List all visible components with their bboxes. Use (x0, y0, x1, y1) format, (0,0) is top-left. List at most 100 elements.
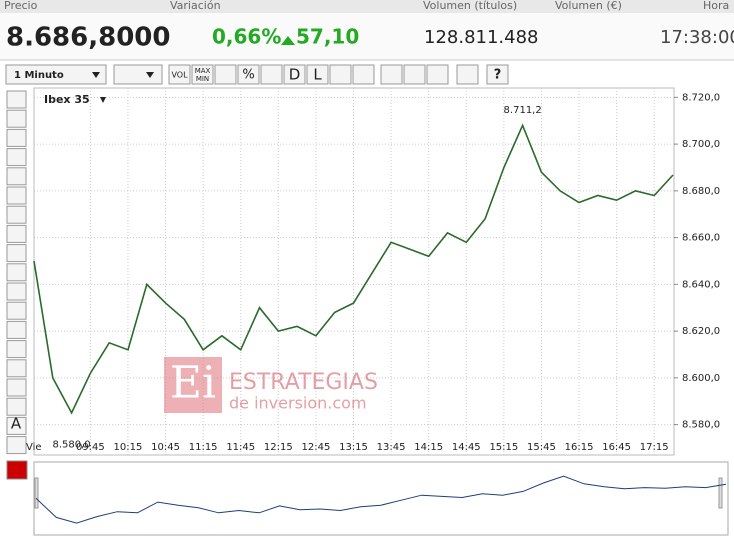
label: Volumen (€) (555, 0, 622, 12)
grid-button[interactable] (214, 64, 237, 85)
y-tick-label: 8.660,0 (682, 233, 720, 244)
tool-button[interactable] (6, 244, 27, 263)
x-tick-label: 14:45 (452, 442, 481, 453)
maxmin-button[interactable] (191, 64, 214, 85)
dropdown-arrow (100, 97, 106, 103)
y-tick-label: 8.700,0 (682, 139, 720, 150)
tool-button[interactable] (6, 320, 27, 339)
x-tick-label: 16:15 (565, 442, 594, 453)
day-label: Vie (26, 442, 42, 453)
text-tool: A (11, 415, 22, 433)
tool-button[interactable] (6, 416, 27, 435)
button-label: MAX (195, 67, 211, 75)
tool-button[interactable] (6, 301, 27, 320)
label: Hora (703, 0, 729, 12)
x-tick-label: 12:15 (264, 442, 293, 453)
x-tick-label: 13:15 (339, 442, 368, 453)
x-tick-label: 12:45 (301, 442, 330, 453)
button-label: D (289, 66, 301, 84)
x-tick-label: 14:15 (414, 442, 443, 453)
label: Volumen (títulos) (423, 0, 517, 12)
tool-button[interactable] (6, 167, 27, 186)
tool-button[interactable] (6, 282, 27, 301)
tool-button[interactable] (6, 436, 27, 455)
button-label: % (242, 68, 254, 83)
print-button[interactable] (456, 64, 479, 85)
x-tick-label: 11:15 (189, 442, 218, 453)
x-tick-label: 10:15 (114, 442, 143, 453)
d-button[interactable] (283, 64, 306, 85)
x-tick-label: 15:45 (527, 442, 556, 453)
tool-button[interactable] (6, 109, 27, 128)
watermark: Ei ESTRATEGIAS de inversion.com (164, 357, 378, 413)
button-label: L (313, 66, 322, 84)
interval-select[interactable] (5, 64, 107, 85)
button-label: ? (494, 68, 502, 83)
y-tick-label: 8.680,0 (682, 186, 720, 197)
x-tick-label: 15:15 (489, 442, 518, 453)
tool-button[interactable] (6, 128, 27, 147)
tool-button[interactable] (6, 148, 27, 167)
cursor-button[interactable] (352, 64, 375, 85)
y-tick-label: 8.620,0 (682, 326, 720, 337)
bars-button[interactable] (260, 64, 283, 85)
watermark-text: de inversion.com (229, 394, 367, 413)
nav-handle[interactable] (34, 477, 39, 509)
price-line (33, 123, 674, 415)
x-tick-label: 09:45 (76, 442, 105, 453)
tool-button[interactable] (6, 378, 27, 397)
change-pct: 0,66% (212, 25, 281, 49)
time: 17:38:00 (660, 27, 734, 48)
chart-title: Ibex 35 (44, 93, 90, 106)
navigator (33, 461, 729, 536)
zoom-in-button[interactable] (426, 64, 449, 85)
y-tick-label: 8.720,0 (682, 92, 720, 103)
l-button[interactable] (306, 64, 329, 85)
help-button[interactable] (486, 64, 509, 85)
tool-button[interactable] (6, 340, 27, 359)
change: 57,10 (296, 25, 359, 49)
vol-button[interactable] (168, 64, 191, 85)
dropdown-arrow (146, 72, 154, 78)
button-label: VOL (171, 71, 188, 80)
button-label: MIN (196, 75, 209, 83)
tool-button[interactable] (6, 224, 27, 243)
pct-button[interactable] (237, 64, 260, 85)
x-tick-label: 17:15 (640, 442, 669, 453)
tool-button[interactable] (6, 359, 27, 378)
logo: Ei (170, 358, 216, 409)
x-tick-label: 10:45 (151, 442, 180, 453)
logo-box (164, 357, 222, 413)
x-tick-label: 13:45 (377, 442, 406, 453)
interval: 1 Minuto (14, 70, 64, 81)
tool-button[interactable] (6, 397, 27, 416)
volume: 128.811.488 (424, 27, 539, 48)
up-arrow (281, 36, 295, 45)
crosshair-button[interactable] (329, 64, 352, 85)
quote-bar (0, 13, 734, 60)
tool-button[interactable] (6, 186, 27, 205)
y-tick-label: 8.640,0 (682, 279, 720, 290)
zoom-out-button[interactable] (403, 64, 426, 85)
side-toolbar (6, 90, 27, 455)
navigator-line (35, 475, 727, 524)
price: 8.686,8000 (6, 23, 170, 53)
chart-type-select[interactable] (113, 64, 163, 85)
header-bar (0, 0, 734, 13)
color-picker[interactable] (6, 460, 28, 480)
annotation: 8.580,0 (53, 440, 91, 451)
watermark-text: ESTRATEGIAS (229, 370, 378, 395)
x-tick-label: 16:45 (602, 442, 631, 453)
dropdown-arrow (92, 72, 100, 78)
nav-handle[interactable] (718, 477, 723, 509)
y-tick-label: 8.580,0 (682, 420, 720, 431)
tool-button[interactable] (6, 90, 27, 109)
y-tick-label: 8.600,0 (682, 373, 720, 384)
tool-button[interactable] (6, 205, 27, 224)
annotation: 8.711,2 (504, 105, 542, 116)
tool-button[interactable] (6, 263, 27, 282)
label: Variación (170, 0, 221, 12)
draw-button[interactable] (380, 64, 403, 85)
x-tick-label: 11:45 (226, 442, 255, 453)
